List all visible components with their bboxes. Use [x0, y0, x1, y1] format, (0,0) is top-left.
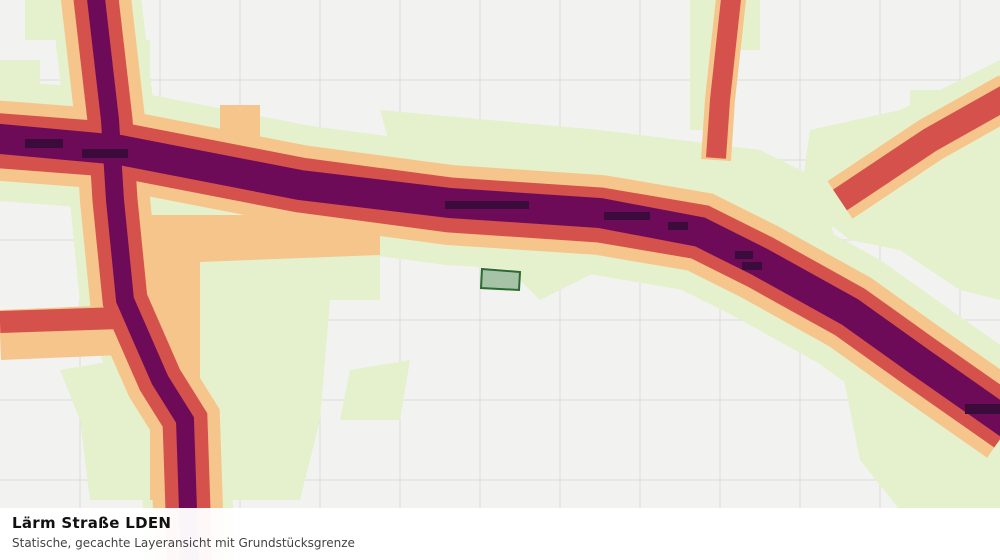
layer-subtitle: Statische, gecachte Layeransicht mit Gru…: [12, 536, 355, 550]
layer-title: Lärm Straße LDEN: [12, 514, 172, 532]
parcel-boundary[interactable]: [479, 267, 522, 292]
legend-panel: Lärm Straße LDEN Statische, gecachte Lay…: [0, 508, 1000, 560]
